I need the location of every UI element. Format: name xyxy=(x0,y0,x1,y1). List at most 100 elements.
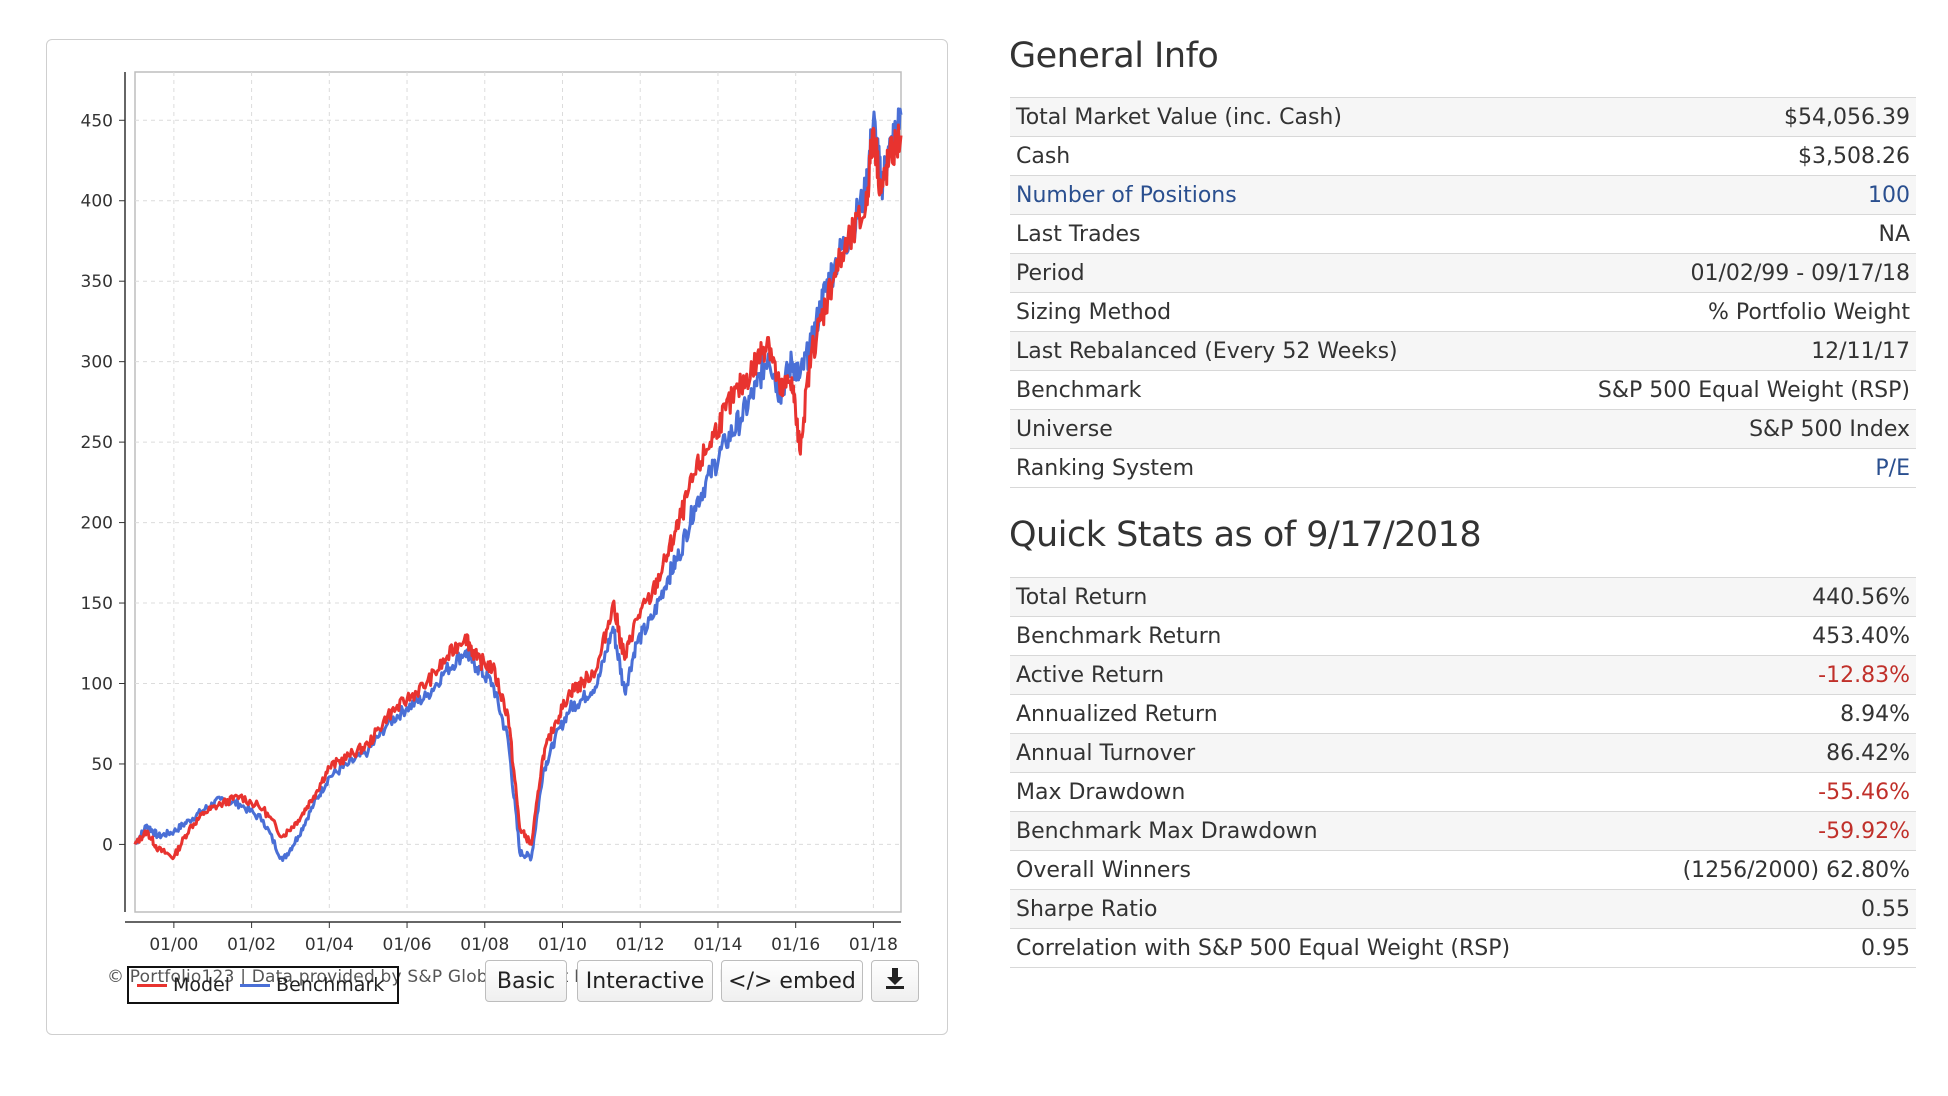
table-row: Last Rebalanced (Every 52 Weeks) 12/11/17 xyxy=(1010,331,1916,371)
grid-lines xyxy=(135,72,901,912)
table-row: Annual Turnover 86.42% xyxy=(1010,733,1916,773)
row-value: 8.94% xyxy=(1625,694,1916,734)
x-tick-label: 01/12 xyxy=(616,935,665,955)
embed-button[interactable]: </> embed xyxy=(721,960,863,1002)
row-label: Last Trades xyxy=(1010,214,1507,254)
row-value: % Portfolio Weight xyxy=(1506,292,1916,332)
table-row: Total Market Value (inc. Cash) $54,056.39 xyxy=(1010,97,1916,137)
download-icon xyxy=(884,966,906,996)
x-tick-label: 01/02 xyxy=(227,935,276,955)
y-tick-label: 150 xyxy=(81,594,113,614)
table-row: Benchmark Return 453.40% xyxy=(1010,616,1916,656)
y-tick-label: 400 xyxy=(81,192,113,212)
x-tick-label: 01/08 xyxy=(460,935,509,955)
row-label: Total Return xyxy=(1010,577,1625,617)
row-label: Correlation with S&P 500 Equal Weight (R… xyxy=(1010,928,1625,968)
table-row: Period 01/02/99 - 09/17/18 xyxy=(1010,253,1916,293)
row-value: (1256/2000) 62.80% xyxy=(1625,850,1916,890)
row-value: S&P 500 Index xyxy=(1506,409,1916,449)
row-value: 0.55 xyxy=(1625,889,1916,929)
interactive-button[interactable]: Interactive xyxy=(577,960,713,1002)
row-value: 0.95 xyxy=(1625,928,1916,968)
y-tick-label: 300 xyxy=(81,353,113,373)
row-value-negative: -12.83% xyxy=(1625,655,1916,695)
row-value: 86.42% xyxy=(1625,733,1916,773)
row-value: 12/11/17 xyxy=(1506,331,1916,371)
table-row: Overall Winners (1256/2000) 62.80% xyxy=(1010,850,1916,890)
y-tick-label: 100 xyxy=(81,674,113,694)
plot-area-frame xyxy=(134,71,902,913)
row-label: Max Drawdown xyxy=(1010,772,1625,812)
legend-model-label: Model xyxy=(173,974,231,996)
row-value: S&P 500 Equal Weight (RSP) xyxy=(1506,370,1916,410)
table-row: Benchmark S&P 500 Equal Weight (RSP) xyxy=(1010,370,1916,410)
row-label: Overall Winners xyxy=(1010,850,1625,890)
x-tick-label: 01/06 xyxy=(383,935,432,955)
legend-item-benchmark: Benchmark xyxy=(240,974,384,996)
row-label: Universe xyxy=(1010,409,1507,449)
table-row: Sharpe Ratio 0.55 xyxy=(1010,889,1916,929)
quick-stats-table: Total Return 440.56% Benchmark Return 453.… xyxy=(1010,577,1916,968)
row-value: $3,508.26 xyxy=(1506,136,1916,176)
table-row: Universe S&P 500 Index xyxy=(1010,409,1916,449)
row-value: $54,056.39 xyxy=(1506,97,1916,137)
table-row: Ranking System P/E xyxy=(1010,448,1916,488)
benchmark-swatch xyxy=(240,983,271,987)
number-of-positions-value-link[interactable]: 100 xyxy=(1506,175,1916,215)
y-tick-label: 50 xyxy=(91,755,113,775)
table-row: Annualized Return 8.94% xyxy=(1010,694,1916,734)
y-tick-label: 0 xyxy=(102,835,113,855)
x-tick-labels: 01/00 01/02 01/04 01/06 01/08 01/10 01/12 01/14… xyxy=(149,922,898,955)
y-tick-label: 200 xyxy=(81,514,113,534)
row-label: Annual Turnover xyxy=(1010,733,1625,773)
row-value: 440.56% xyxy=(1625,577,1916,617)
y-tick-labels: 0 50 100 150 200 250 300 350 400 450 xyxy=(81,111,125,855)
chart-legend: Model Benchmark xyxy=(127,966,399,1004)
table-row: Max Drawdown -55.46% xyxy=(1010,772,1916,812)
row-label: Benchmark Max Drawdown xyxy=(1010,811,1625,851)
general-info-title: General Info xyxy=(1009,36,1219,76)
row-label: Sizing Method xyxy=(1010,292,1507,332)
row-label: Sharpe Ratio xyxy=(1010,889,1625,929)
x-tick-label: 01/18 xyxy=(849,935,898,955)
row-label: Cash xyxy=(1010,136,1507,176)
basic-button[interactable]: Basic xyxy=(485,960,567,1002)
table-row: Benchmark Max Drawdown -59.92% xyxy=(1010,811,1916,851)
table-row: Correlation with S&P 500 Equal Weight (R… xyxy=(1010,928,1916,968)
table-row[interactable]: Number of Positions 100 xyxy=(1010,175,1916,215)
quick-stats-title: Quick Stats as of 9/17/2018 xyxy=(1009,515,1482,555)
benchmark-series-line xyxy=(133,107,903,862)
row-label: Active Return xyxy=(1010,655,1625,695)
x-tick-label: 01/16 xyxy=(771,935,820,955)
row-label: Last Rebalanced (Every 52 Weeks) xyxy=(1010,331,1507,371)
table-row: Sizing Method% Portfolio Weight xyxy=(1010,292,1916,332)
row-value-negative: -59.92% xyxy=(1625,811,1916,851)
x-tick-label: 01/00 xyxy=(149,935,198,955)
legend-item-model: Model xyxy=(137,974,230,996)
row-label: Period xyxy=(1010,253,1507,293)
row-label: Benchmark xyxy=(1010,370,1507,410)
model-series-line xyxy=(133,123,903,861)
table-row: Cash $3,508.26 xyxy=(1010,136,1916,176)
x-tick-label: 01/04 xyxy=(305,935,354,955)
x-tick-label: 01/14 xyxy=(693,935,742,955)
row-label: Total Market Value (inc. Cash) xyxy=(1010,97,1507,137)
row-label: Benchmark Return xyxy=(1010,616,1625,656)
y-tick-label: 350 xyxy=(81,272,113,292)
ranking-system-link[interactable]: P/E xyxy=(1506,448,1916,488)
download-button[interactable] xyxy=(871,960,919,1002)
row-label: Ranking System xyxy=(1010,448,1507,488)
table-row: Active Return -12.83% xyxy=(1010,655,1916,695)
table-row: Total Return 440.56% xyxy=(1010,577,1916,617)
table-row: Last Trades NA xyxy=(1010,214,1916,254)
general-info-table: Total Market Value (inc. Cash) $54,056.39… xyxy=(1010,97,1916,488)
x-tick-label: 01/10 xyxy=(538,935,587,955)
number-of-positions-link[interactable]: Number of Positions xyxy=(1010,175,1507,215)
row-value: 01/02/99 - 09/17/18 xyxy=(1506,253,1916,293)
row-value: NA xyxy=(1506,214,1916,254)
row-value-negative: -55.46% xyxy=(1625,772,1916,812)
legend-benchmark-label: Benchmark xyxy=(276,974,385,996)
y-tick-label: 450 xyxy=(81,111,113,131)
chart-panel: 0 50 100 150 200 250 300 350 400 450 01/00 01/02 01… xyxy=(46,39,948,1035)
